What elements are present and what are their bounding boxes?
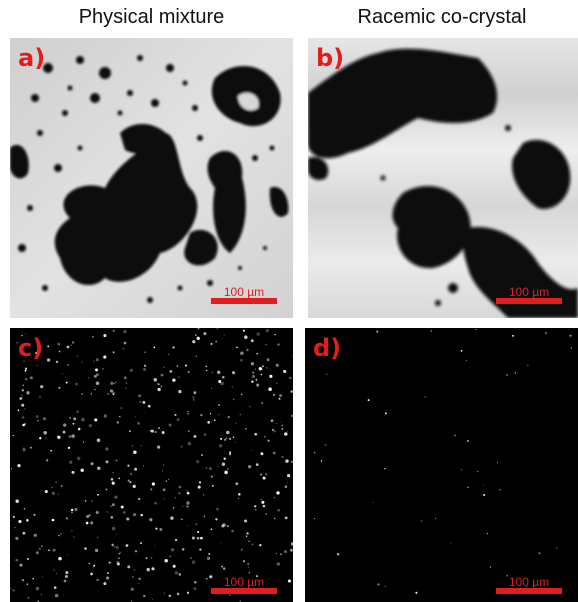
column-title-racemic-co-crystal: Racemic co-crystal <box>357 6 527 28</box>
micrograph-panel-d: d) 100 µm <box>305 328 578 602</box>
scale-bar-label-c: 100 µm <box>223 575 265 589</box>
panel-label-c: c) <box>18 334 44 362</box>
particle-cluster <box>10 55 289 303</box>
polarized-micrograph-c <box>10 328 293 602</box>
speckle-field <box>10 328 293 602</box>
particle-cluster <box>308 48 578 318</box>
speckle-field <box>313 328 572 594</box>
scale-bar-b <box>496 298 562 304</box>
scale-bar-label-a: 100 µm <box>223 285 265 299</box>
scale-bar-label-d: 100 µm <box>508 575 550 589</box>
micrograph-panel-a: a) 100 µm <box>10 38 293 318</box>
panel-label-d: d) <box>313 334 342 362</box>
bright-field-micrograph-b <box>308 38 578 318</box>
bright-field-micrograph-a <box>10 38 293 318</box>
scale-bar-d <box>496 588 562 594</box>
scale-bar-a <box>211 298 277 304</box>
panel-label-b: b) <box>316 44 345 72</box>
micrograph-panel-c: c) 100 µm <box>10 328 293 602</box>
micrograph-panel-b: b) 100 µm <box>308 38 578 318</box>
column-title-physical-mixture: Physical mixture <box>78 6 225 28</box>
polarized-micrograph-d <box>305 328 578 602</box>
scale-bar-c <box>211 588 277 594</box>
panel-label-a: a) <box>18 44 46 72</box>
scale-bar-label-b: 100 µm <box>508 285 550 299</box>
